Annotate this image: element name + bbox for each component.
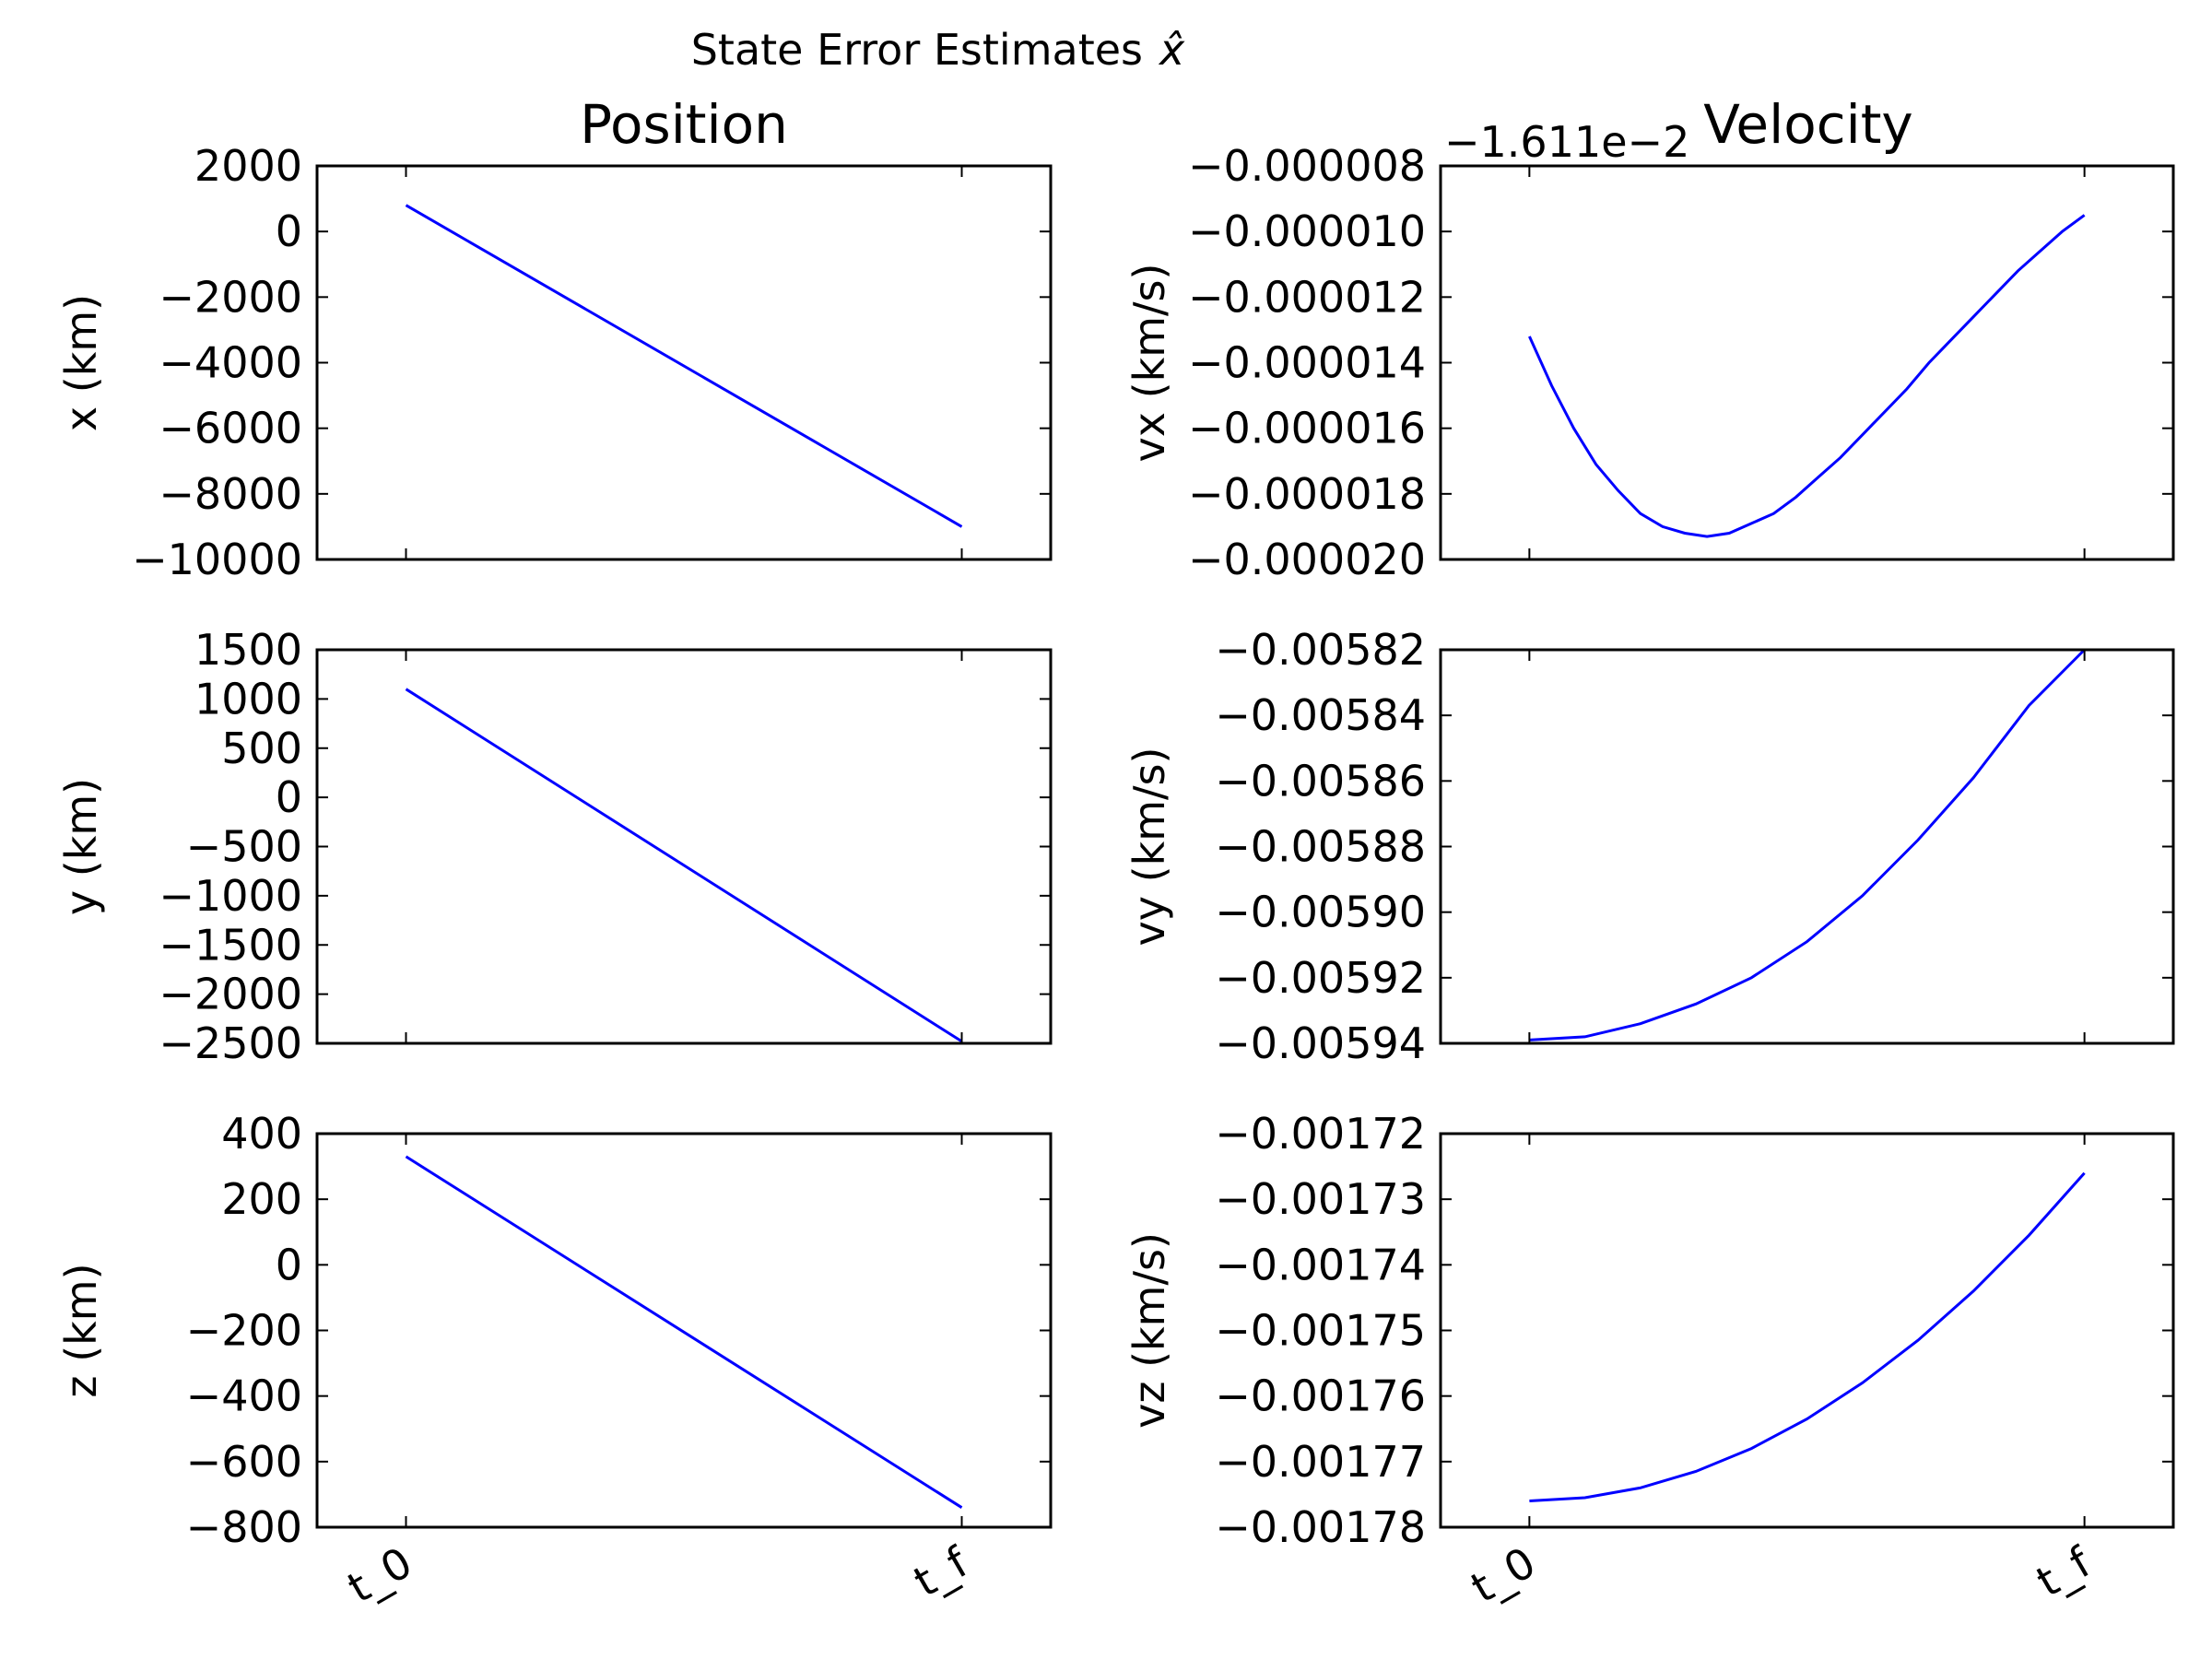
figure-suptitle: State Error Estimates x̂ [691, 25, 1185, 75]
y-tick-label: −2000 [159, 272, 302, 322]
y-tick-label: −8000 [159, 469, 302, 519]
y-tick-label: 0 [276, 206, 302, 256]
y-tick-label: −6000 [159, 404, 302, 453]
y-tick-label: 1500 [194, 625, 302, 675]
y-tick-label: −600 [186, 1437, 302, 1487]
series-line [405, 1155, 963, 1509]
y-axis-label: x (km) [56, 294, 106, 431]
y-tick-label: −0.00586 [1215, 756, 1426, 806]
y-tick-label: −0.00177 [1215, 1437, 1426, 1487]
y-tick-label: 2000 [194, 141, 302, 191]
suptitle-text: State Error Estimates [691, 25, 1143, 75]
y-tick-label: −0.000020 [1188, 535, 1426, 584]
subplot-1-1: −0.00594 −0.00592 −0.00590 −0.00588 −0.00586… [1124, 625, 2175, 1068]
y-tick-label: −1000 [159, 871, 302, 921]
y-tick-label: −0.00592 [1215, 953, 1426, 1003]
y-tick-label: −0.00174 [1215, 1240, 1426, 1289]
y-tick-label: −0.00178 [1215, 1502, 1426, 1552]
y-tick-label: −0.00594 [1215, 1018, 1426, 1068]
column-title-position: Position [580, 93, 788, 156]
axis-offset-text: −1.611e−2 [1444, 117, 1689, 167]
y-tick-label: 1000 [194, 674, 302, 724]
y-tick-label: −0.000016 [1188, 404, 1426, 453]
y-tick-label: −4000 [159, 338, 302, 388]
y-tick-label: −0.00590 [1215, 888, 1426, 937]
y-tick-label: −0.00588 [1215, 822, 1426, 872]
series-line [405, 204, 963, 528]
y-tick-label: −200 [186, 1306, 302, 1356]
y-tick-label: −10000 [132, 535, 302, 584]
series-line [405, 688, 963, 1043]
y-tick-label: −0.000010 [1188, 206, 1426, 256]
y-tick-label: −2000 [159, 970, 302, 1019]
y-tick-label: 400 [221, 1109, 302, 1159]
y-axis-label: vx (km/s) [1124, 264, 1174, 463]
y-tick-label: −0.000014 [1188, 338, 1426, 388]
y-tick-label: −0.000012 [1188, 272, 1426, 322]
series-line [1529, 1171, 2086, 1502]
y-tick-label: −0.00173 [1215, 1174, 1426, 1224]
y-axis-label: vz (km/s) [1124, 1232, 1174, 1429]
series-line [1528, 214, 2086, 538]
subplot-0-0: −10000 −8000 −6000 −4000 −2000 0 2000 x (km) [56, 141, 1053, 584]
y-tick-label: −400 [186, 1371, 302, 1421]
y-tick-label: −0.00584 [1215, 690, 1426, 740]
y-tick-label: −0.00582 [1215, 625, 1426, 675]
y-tick-label: −500 [186, 822, 302, 872]
y-tick-label: 200 [221, 1174, 302, 1224]
y-tick-label: −0.00176 [1215, 1371, 1426, 1421]
suptitle-symbol: x̂ [1158, 25, 1185, 75]
y-tick-label: 0 [276, 772, 302, 822]
y-axis-label: y (km) [56, 778, 106, 915]
y-tick-label: −2500 [159, 1018, 302, 1068]
y-tick-label: −0.000018 [1188, 469, 1426, 519]
y-tick-label: −1500 [159, 920, 302, 970]
y-tick-label: −0.000008 [1188, 141, 1426, 191]
y-tick-label: 0 [276, 1240, 302, 1289]
subplot-0-1: −0.000020 −0.000018 −0.000016 −0.000014 −0.0… [1124, 117, 2175, 584]
y-tick-label: 500 [221, 724, 302, 773]
y-axis-label: z (km) [56, 1263, 106, 1397]
column-title-velocity: Velocity [1703, 93, 1913, 156]
subplot-2-1: −0.00178 −0.00177 −0.00176 −0.00175 −0.00174… [1124, 1109, 2175, 1613]
y-tick-label: −0.00175 [1215, 1306, 1426, 1356]
series-line [1529, 648, 2086, 1041]
y-tick-label: −800 [186, 1502, 302, 1552]
y-axis-label: vy (km/s) [1124, 747, 1174, 947]
y-tick-label: −0.00172 [1215, 1109, 1426, 1159]
